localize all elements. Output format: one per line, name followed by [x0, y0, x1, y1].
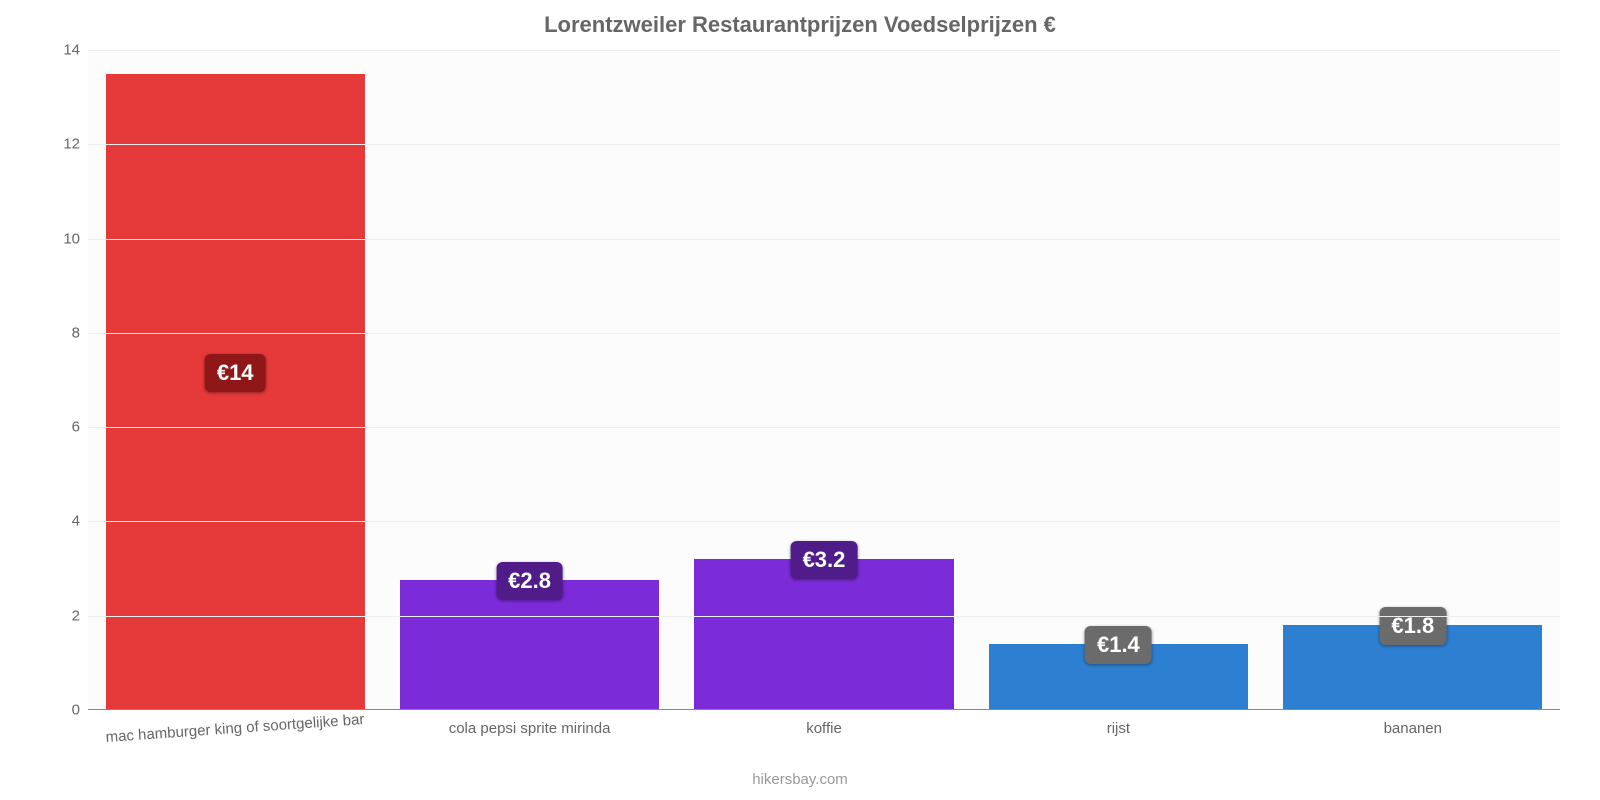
ytick-label: 8 — [72, 324, 80, 341]
gridline — [88, 616, 1560, 617]
xtick-label: koffie — [806, 720, 842, 737]
value-badge: €14 — [205, 354, 266, 392]
ytick-label: 0 — [72, 702, 80, 719]
bar: €2.8 — [400, 580, 659, 710]
ytick-label: 4 — [72, 513, 80, 530]
ytick-label: 12 — [63, 136, 80, 153]
gridline — [88, 427, 1560, 428]
xtick-label: rijst — [1107, 720, 1130, 737]
bar: €14 — [106, 74, 365, 710]
chart-title: Lorentzweiler Restaurantprijzen Voedselp… — [0, 0, 1600, 46]
gridline — [88, 333, 1560, 334]
ytick-label: 14 — [63, 42, 80, 59]
ytick-label: 10 — [63, 230, 80, 247]
x-axis-line — [88, 709, 1560, 710]
xtick-label: bananen — [1384, 720, 1442, 737]
bar: €1.8 — [1283, 625, 1542, 710]
gridline — [88, 239, 1560, 240]
gridline — [88, 50, 1560, 51]
value-badge: €1.4 — [1085, 626, 1152, 664]
plot-area: €14€2.8€3.2€1.4€1.8 02468101214mac hambu… — [88, 50, 1560, 710]
xtick-label: mac hamburger king of soortgelijke bar — [105, 711, 365, 746]
bar: €3.2 — [694, 559, 953, 710]
value-badge: €3.2 — [791, 541, 858, 579]
chart-credit: hikersbay.com — [0, 771, 1600, 788]
gridline — [88, 144, 1560, 145]
xtick-label: cola pepsi sprite mirinda — [449, 720, 611, 737]
value-badge: €1.8 — [1379, 607, 1446, 645]
ytick-label: 6 — [72, 419, 80, 436]
bar: €1.4 — [989, 644, 1248, 710]
value-badge: €2.8 — [496, 562, 563, 600]
bar-chart: Lorentzweiler Restaurantprijzen Voedselp… — [0, 0, 1600, 800]
bars-layer: €14 €2.8 €3.2 €1.4 €1.8 — [88, 50, 1560, 710]
ytick-label: 2 — [72, 607, 80, 624]
gridline — [88, 521, 1560, 522]
